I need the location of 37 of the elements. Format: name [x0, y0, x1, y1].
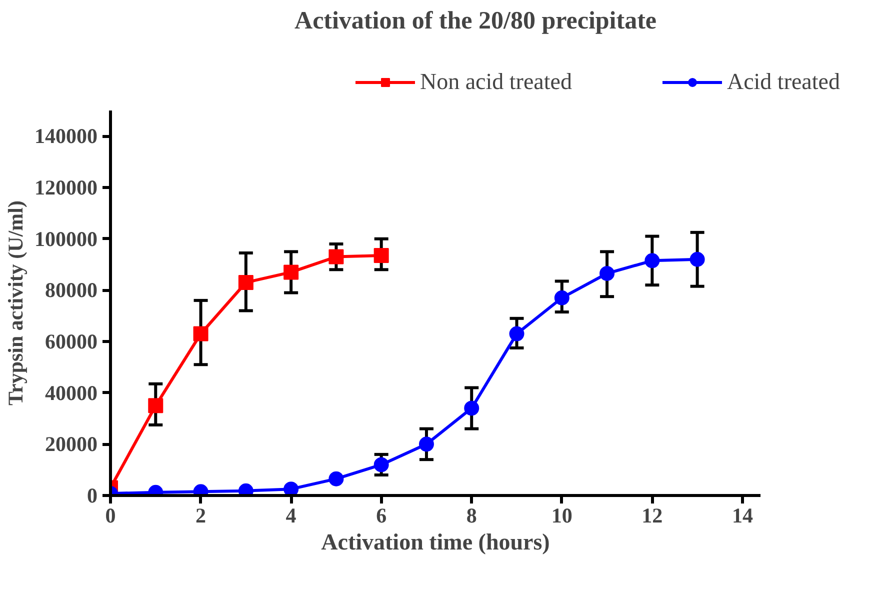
y-tick-label: 40000 — [45, 380, 98, 405]
x-tick-label: 2 — [196, 504, 206, 528]
y-tick-label: 140000 — [34, 124, 98, 148]
point — [509, 326, 524, 342]
point — [284, 482, 299, 496]
x-axis-title: Activation time (hours) — [321, 530, 550, 554]
point — [418, 436, 434, 452]
legend-label: Non acid treated — [420, 69, 572, 95]
x-tick-label: 0 — [105, 504, 116, 528]
y-tick-label: 20000 — [45, 432, 98, 456]
x-tick-label: 4 — [286, 504, 297, 528]
point — [600, 266, 615, 281]
x-tick-label: 6 — [376, 504, 387, 528]
point — [374, 248, 389, 264]
x-tick-label: 12 — [642, 504, 663, 528]
y-tick-label: 0 — [87, 484, 98, 508]
x-tick-label: 14 — [732, 504, 754, 528]
point — [690, 252, 705, 267]
point — [238, 274, 254, 290]
y-tick-label: 120000 — [34, 176, 98, 200]
point — [193, 326, 208, 342]
legend-label: Acid treated — [726, 69, 840, 95]
point — [554, 290, 570, 306]
point — [328, 471, 344, 486]
chart-title: Activation of the 20/80 precipitate — [294, 8, 656, 34]
point — [464, 400, 480, 416]
y-tick-label: 80000 — [45, 278, 98, 302]
point — [644, 253, 660, 268]
point — [328, 249, 344, 264]
point — [374, 457, 389, 472]
point — [148, 398, 164, 414]
x-tick-label: 8 — [466, 504, 477, 528]
point — [284, 264, 299, 280]
y-tick-label: 100000 — [34, 226, 98, 251]
y-axis-title: Trypsin activity (U/ml) — [4, 200, 28, 406]
x-tick-label: 10 — [551, 504, 572, 528]
y-tick-label: 60000 — [45, 330, 98, 354]
